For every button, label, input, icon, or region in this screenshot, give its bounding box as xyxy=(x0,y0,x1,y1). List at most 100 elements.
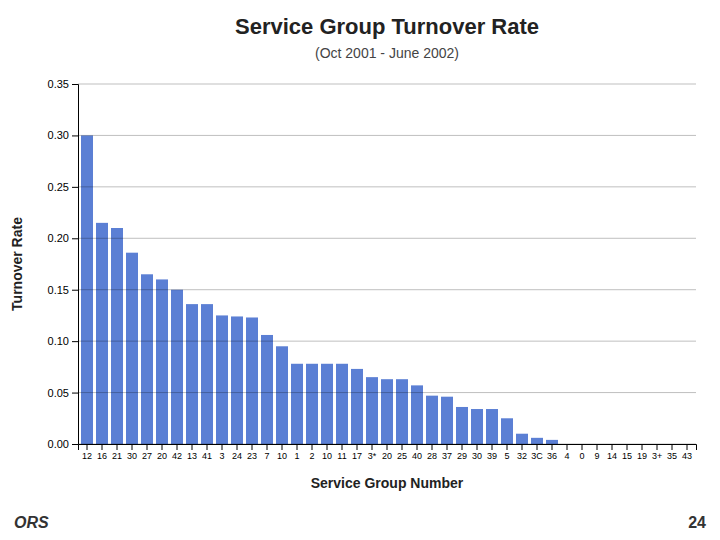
grid-line xyxy=(78,392,696,393)
x-tick: 14 xyxy=(607,444,617,461)
bar xyxy=(456,407,468,444)
x-tick-label: 21 xyxy=(112,451,122,461)
x-tick: 36 xyxy=(547,444,557,461)
x-tick-label: 24 xyxy=(232,451,242,461)
x-tick-label: 16 xyxy=(97,451,107,461)
bar xyxy=(426,396,438,444)
x-tick-label: 3* xyxy=(368,451,377,461)
y-tick: 0.30 xyxy=(48,129,78,141)
x-tick: 16 xyxy=(97,444,107,461)
x-tick-label: 23 xyxy=(247,451,257,461)
y-axis-line xyxy=(72,85,79,445)
x-tick: 19 xyxy=(637,444,647,461)
x-tick-mark xyxy=(327,444,328,450)
y-tick: 0.00 xyxy=(48,438,78,450)
x-tick-mark xyxy=(627,444,628,450)
x-tick: 37 xyxy=(442,444,452,461)
y-axis-title: Turnover Rate xyxy=(9,217,25,311)
x-tick-mark xyxy=(552,444,553,450)
y-tick-label: 0.30 xyxy=(48,129,69,141)
x-tick-mark xyxy=(282,444,283,450)
annotation: ORS xyxy=(14,514,49,531)
y-tick-mark xyxy=(72,187,78,188)
x-tick-label: 10 xyxy=(277,451,287,461)
x-tick-mark xyxy=(507,444,508,450)
x-tick: 21 xyxy=(112,444,122,461)
x-tick: 13 xyxy=(187,444,197,461)
x-tick: 17 xyxy=(352,444,362,461)
x-tick-mark xyxy=(132,444,133,450)
x-tick: 3* xyxy=(368,444,377,461)
x-tick-mark xyxy=(357,444,358,450)
bar xyxy=(411,385,423,444)
y-tick-mark xyxy=(72,238,78,239)
x-tick-label: 1 xyxy=(294,451,299,461)
x-tick-label: 32 xyxy=(517,451,527,461)
x-tick: 32 xyxy=(517,444,527,461)
x-axis-line xyxy=(79,445,697,451)
y-tick-label: 0.35 xyxy=(48,78,69,90)
y-tick-mark xyxy=(72,290,78,291)
x-tick: 11 xyxy=(337,444,346,461)
x-tick: 23 xyxy=(247,444,257,461)
x-tick: 5 xyxy=(504,444,509,461)
subtitle: (Oct 2001 - June 2002) xyxy=(315,45,459,61)
bar xyxy=(351,369,363,444)
x-tick-mark xyxy=(432,444,433,450)
x-tick: 24 xyxy=(232,444,242,461)
y-tick: 0.20 xyxy=(48,232,78,244)
x-tick-label: 37 xyxy=(442,451,452,461)
x-tick-mark xyxy=(102,444,103,450)
bar xyxy=(366,377,378,444)
x-tick-mark xyxy=(192,444,193,450)
y-tick-mark xyxy=(72,84,78,85)
x-tick: 28 xyxy=(427,444,437,461)
annotation: 24 xyxy=(688,514,706,531)
y-tick-label: 0.10 xyxy=(48,335,69,347)
x-tick-label: 41 xyxy=(202,451,212,461)
x-tick: 40 xyxy=(412,444,422,461)
x-tick-label: 3+ xyxy=(652,451,662,461)
x-tick: 12 xyxy=(82,444,92,461)
grid-line xyxy=(78,238,696,239)
y-tick-label: 0.25 xyxy=(48,181,69,193)
x-tick: 35 xyxy=(667,444,677,461)
x-axis: 12162130272042134132423710121011173*2025… xyxy=(79,444,697,461)
y-tick-label: 0.20 xyxy=(48,232,69,244)
x-tick: 25 xyxy=(397,444,407,461)
x-tick-mark xyxy=(522,444,523,450)
grid xyxy=(78,84,696,444)
bar xyxy=(441,397,453,444)
bar xyxy=(321,364,333,444)
y-tick-mark xyxy=(72,135,78,136)
x-tick: 10 xyxy=(277,444,287,461)
y-tick-mark xyxy=(72,444,78,445)
x-tick-mark xyxy=(267,444,268,450)
x-tick-mark xyxy=(447,444,448,450)
x-tick-mark xyxy=(297,444,298,450)
bar xyxy=(171,290,183,444)
x-tick-label: 40 xyxy=(412,451,422,461)
bar xyxy=(126,253,138,444)
bar xyxy=(246,317,258,444)
x-tick: 29 xyxy=(457,444,467,461)
x-tick-label: 14 xyxy=(607,451,617,461)
x-tick: 39 xyxy=(487,444,497,461)
grid-line xyxy=(78,84,696,85)
x-tick-mark xyxy=(372,444,373,450)
bar xyxy=(201,304,213,444)
bar xyxy=(501,418,513,444)
y-tick-label: 0.15 xyxy=(48,284,69,296)
x-tick-mark xyxy=(657,444,658,450)
x-tick-label: 27 xyxy=(142,451,152,461)
x-tick-mark xyxy=(342,444,343,450)
bar xyxy=(336,364,348,444)
x-tick-mark xyxy=(582,444,583,450)
x-tick: 30 xyxy=(127,444,137,461)
x-tick-mark xyxy=(612,444,613,450)
bar xyxy=(96,223,108,444)
bar xyxy=(546,440,558,444)
grid-line xyxy=(78,341,696,342)
x-tick: 42 xyxy=(172,444,182,461)
x-tick-label: 13 xyxy=(187,451,197,461)
